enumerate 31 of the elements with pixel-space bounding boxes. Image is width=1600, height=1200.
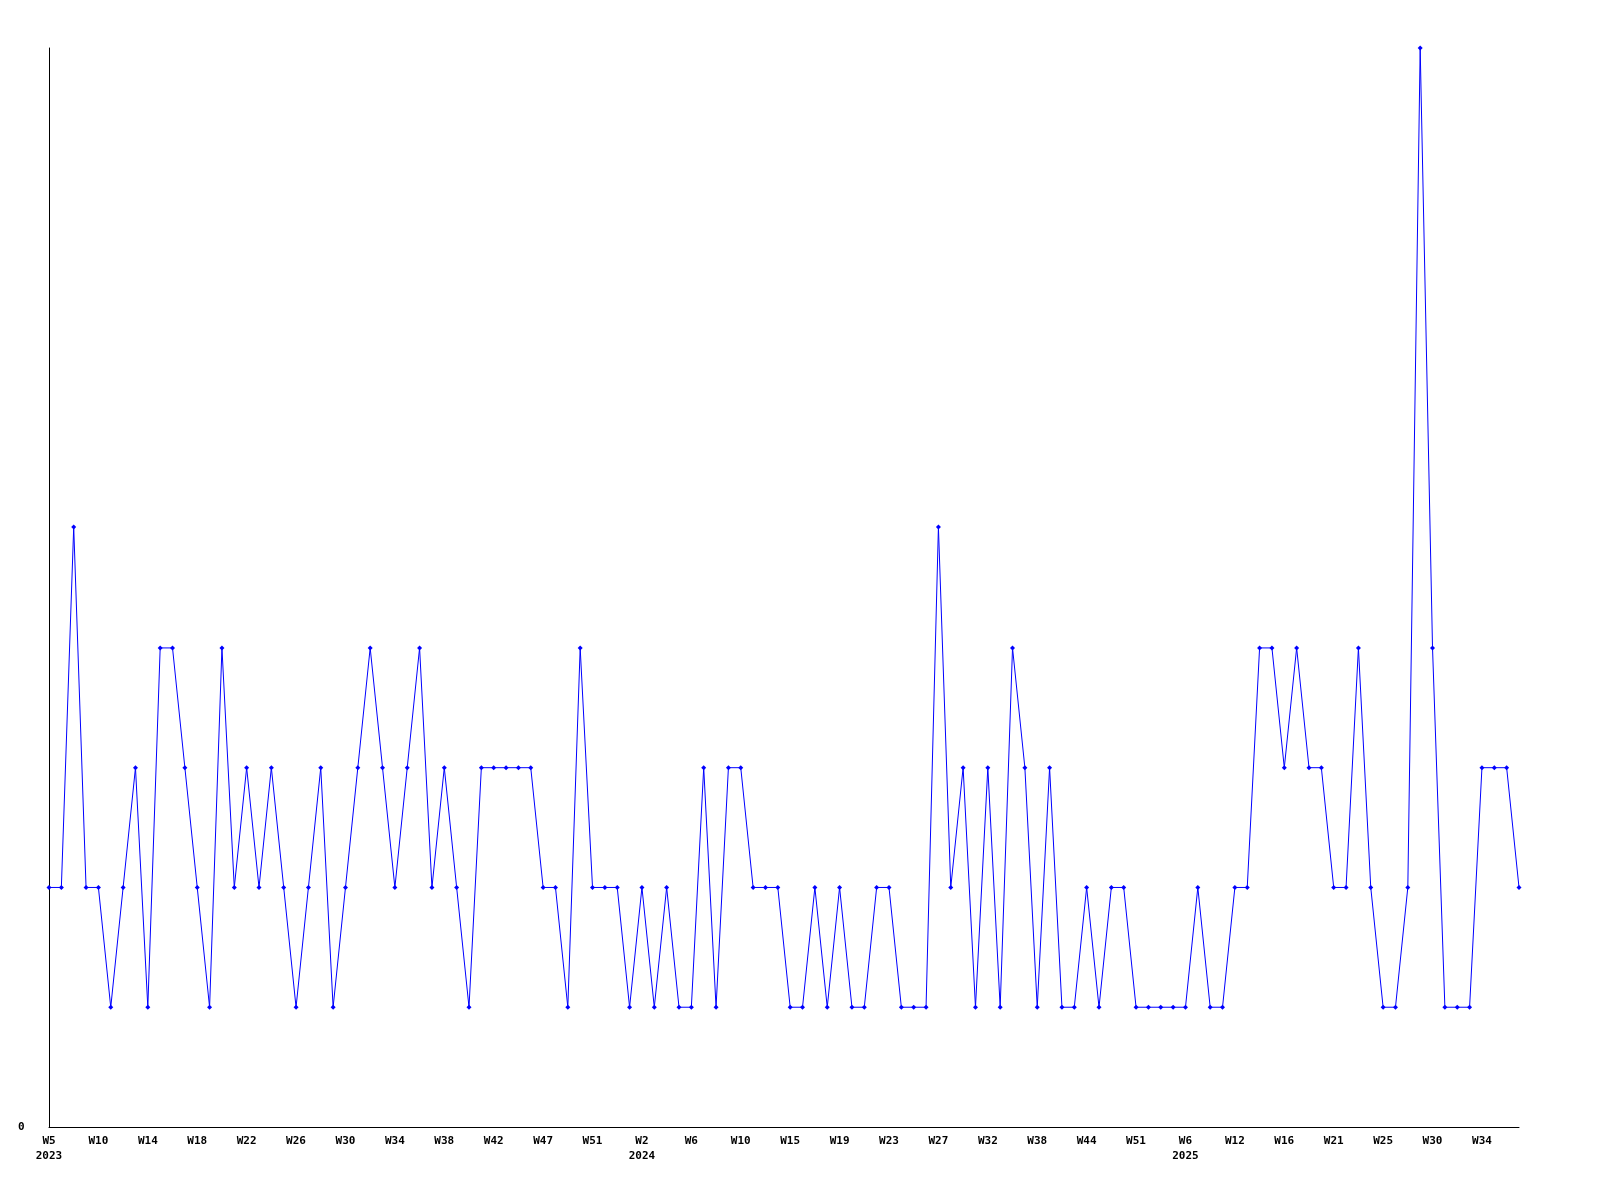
x-tick-label: W38 — [1027, 1134, 1048, 1147]
x-tick-label: W42 — [483, 1134, 504, 1147]
x-tick-label: W6 — [684, 1134, 699, 1147]
x-tick-label: W30 — [335, 1134, 356, 1147]
text: 0 — [18, 1120, 25, 1133]
x-tick-label: W34 — [1472, 1134, 1493, 1147]
x-tick-label: W6 2025 — [1172, 1134, 1199, 1162]
x-tick-label: W30 — [1422, 1134, 1443, 1147]
x-tick-label: W14 — [137, 1134, 159, 1147]
x-tick-label: W19 — [829, 1134, 850, 1147]
x-tick-label: W10 — [730, 1134, 751, 1147]
x-tick-label: W34 — [384, 1134, 406, 1147]
x-tick-label: W21 — [1323, 1134, 1345, 1147]
x-tick-label: W32 — [977, 1134, 998, 1147]
x-tick-label: W25 — [1373, 1134, 1394, 1147]
x-tick-label: W51 — [1126, 1134, 1147, 1147]
x-tick-label: W16 — [1274, 1134, 1295, 1147]
x-tick-label: W26 — [286, 1134, 307, 1147]
x-tick-label: W5 2023 — [35, 1134, 63, 1162]
x-tick-label: W2 2024 — [628, 1134, 656, 1162]
x-tick-label: W51 — [582, 1134, 603, 1147]
x-tick-label: W18 — [187, 1134, 208, 1147]
x-tick-label: W15 — [780, 1134, 801, 1147]
x-tick-label: W23 — [879, 1134, 899, 1147]
x-tick-label: W47 — [533, 1134, 554, 1147]
x-tick-label: W27 — [928, 1134, 949, 1147]
x-tick-label: W12 — [1224, 1134, 1245, 1147]
x-tick-label: W38 — [434, 1134, 455, 1147]
x-tick-label: W22 — [236, 1134, 257, 1147]
x-tick-label: W10 — [88, 1134, 109, 1147]
x-tick-label: W44 — [1076, 1134, 1097, 1147]
